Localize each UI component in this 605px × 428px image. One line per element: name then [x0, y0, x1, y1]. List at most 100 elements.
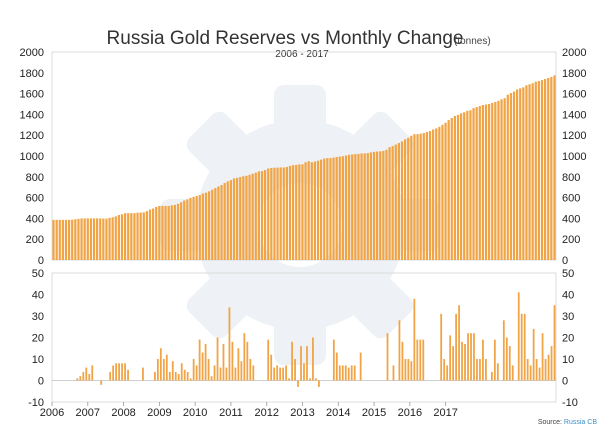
bar-monthly_change [210, 376, 213, 381]
bar-monthly_change [338, 365, 341, 381]
bar-reserves [130, 213, 133, 260]
bar-monthly_change [285, 365, 288, 381]
bar-reserves [285, 166, 289, 260]
bar-reserves [441, 124, 444, 260]
bar-monthly_change [246, 341, 249, 381]
y-tick-label-left: 20 [32, 333, 44, 345]
bar-reserves [456, 114, 460, 260]
x-tick-label: 2011 [219, 407, 243, 419]
y-tick-label-right: 20 [562, 333, 574, 345]
bar-monthly_change [470, 333, 472, 381]
x-tick-label: 2012 [254, 407, 278, 419]
bar-reserves [145, 211, 149, 260]
bar-reserves [251, 173, 254, 260]
bar-monthly_change [273, 367, 276, 381]
bar-monthly_change [168, 371, 171, 381]
bar-reserves [422, 133, 425, 260]
bar-reserves [522, 87, 525, 260]
x-tick-label: 2008 [111, 407, 135, 419]
bar-monthly_change [490, 371, 493, 381]
bar-reserves [136, 212, 139, 260]
bar-monthly_change [553, 305, 556, 381]
bar-reserves [239, 177, 242, 260]
bar-monthly_change [186, 371, 189, 381]
bar-reserves [416, 134, 419, 260]
bar-monthly_change [353, 365, 356, 381]
bar-reserves [382, 150, 385, 260]
bar-monthly_change [180, 363, 183, 381]
bar-monthly_change [115, 363, 118, 381]
x-tick-label: 2017 [433, 407, 457, 419]
bar-monthly_change [344, 365, 347, 381]
bar-monthly_change [109, 371, 112, 381]
bar-monthly_change [309, 378, 311, 381]
bar-monthly_change [532, 328, 535, 381]
bar-monthly_change [174, 371, 177, 381]
bar-reserves [226, 181, 229, 260]
bar-reserves [179, 202, 183, 260]
bar-monthly_change [183, 369, 186, 381]
bar-reserves [99, 218, 102, 260]
bar-reserves [385, 149, 388, 260]
bar-reserves [89, 218, 93, 260]
y-tick-label-right: 800 [562, 172, 580, 184]
bar-reserves [123, 213, 127, 260]
bar-reserves [506, 94, 509, 260]
bar-reserves [183, 200, 186, 260]
bar-reserves [301, 164, 304, 260]
y-tick-label-left: 400 [26, 213, 44, 225]
bar-reserves [388, 147, 391, 260]
bar-monthly_change [529, 365, 532, 381]
y-tick-label-left: 1000 [20, 151, 44, 163]
bar-reserves [201, 193, 205, 260]
bar-reserves [344, 155, 348, 260]
y-tick-label-right: 1800 [562, 68, 586, 80]
bar-monthly_change [237, 348, 240, 381]
x-tick-label: 2006 [40, 407, 64, 419]
bar-reserves [537, 81, 541, 261]
y-tick-label-right: 30 [562, 311, 574, 323]
bar-monthly_change [485, 359, 487, 381]
bar-reserves [273, 167, 276, 260]
bar-reserves [550, 76, 553, 261]
y-tick-label-left: 50 [32, 268, 44, 280]
bar-reserves [242, 176, 245, 260]
bar-monthly_change [252, 365, 255, 381]
bar-monthly_change [121, 363, 123, 381]
y-tick-label-left: 40 [32, 290, 44, 302]
bar-reserves [419, 133, 422, 260]
source-name: Russia CB [564, 419, 597, 426]
bar-reserves [67, 219, 71, 260]
bar-monthly_change [398, 320, 401, 381]
bar-reserves [469, 110, 472, 261]
bar-reserves [379, 151, 382, 260]
bar-reserves [186, 199, 189, 260]
bar-monthly_change [288, 378, 290, 381]
bar-monthly_change [192, 359, 195, 381]
bar-reserves [282, 167, 285, 260]
bar-monthly_change [440, 313, 443, 381]
bar-monthly_change [419, 339, 422, 381]
y-tick-label-right: 1000 [562, 151, 586, 163]
bar-reserves [338, 156, 341, 260]
bar-reserves [503, 98, 506, 261]
bar-monthly_change [76, 378, 79, 381]
bar-monthly_change [350, 365, 353, 381]
bar-reserves [105, 218, 108, 260]
bar-monthly_change [523, 313, 526, 381]
bar-monthly_change [452, 346, 455, 381]
x-tick-label: 2014 [326, 407, 350, 419]
bar-monthly_change [142, 367, 144, 381]
bar-reserves [211, 189, 214, 260]
bar-monthly_change [219, 367, 222, 381]
bar-reserves [198, 195, 201, 260]
bar-monthly_change [225, 367, 228, 381]
y-tick-label-right: 1200 [562, 130, 586, 142]
bar-monthly_change [449, 335, 452, 381]
bar-reserves [357, 153, 360, 260]
bar-monthly_change [461, 341, 463, 381]
bar-reserves [369, 152, 373, 260]
bar-monthly_change [231, 341, 234, 381]
bar-reserves [142, 212, 145, 260]
bar-monthly_change [493, 339, 496, 381]
